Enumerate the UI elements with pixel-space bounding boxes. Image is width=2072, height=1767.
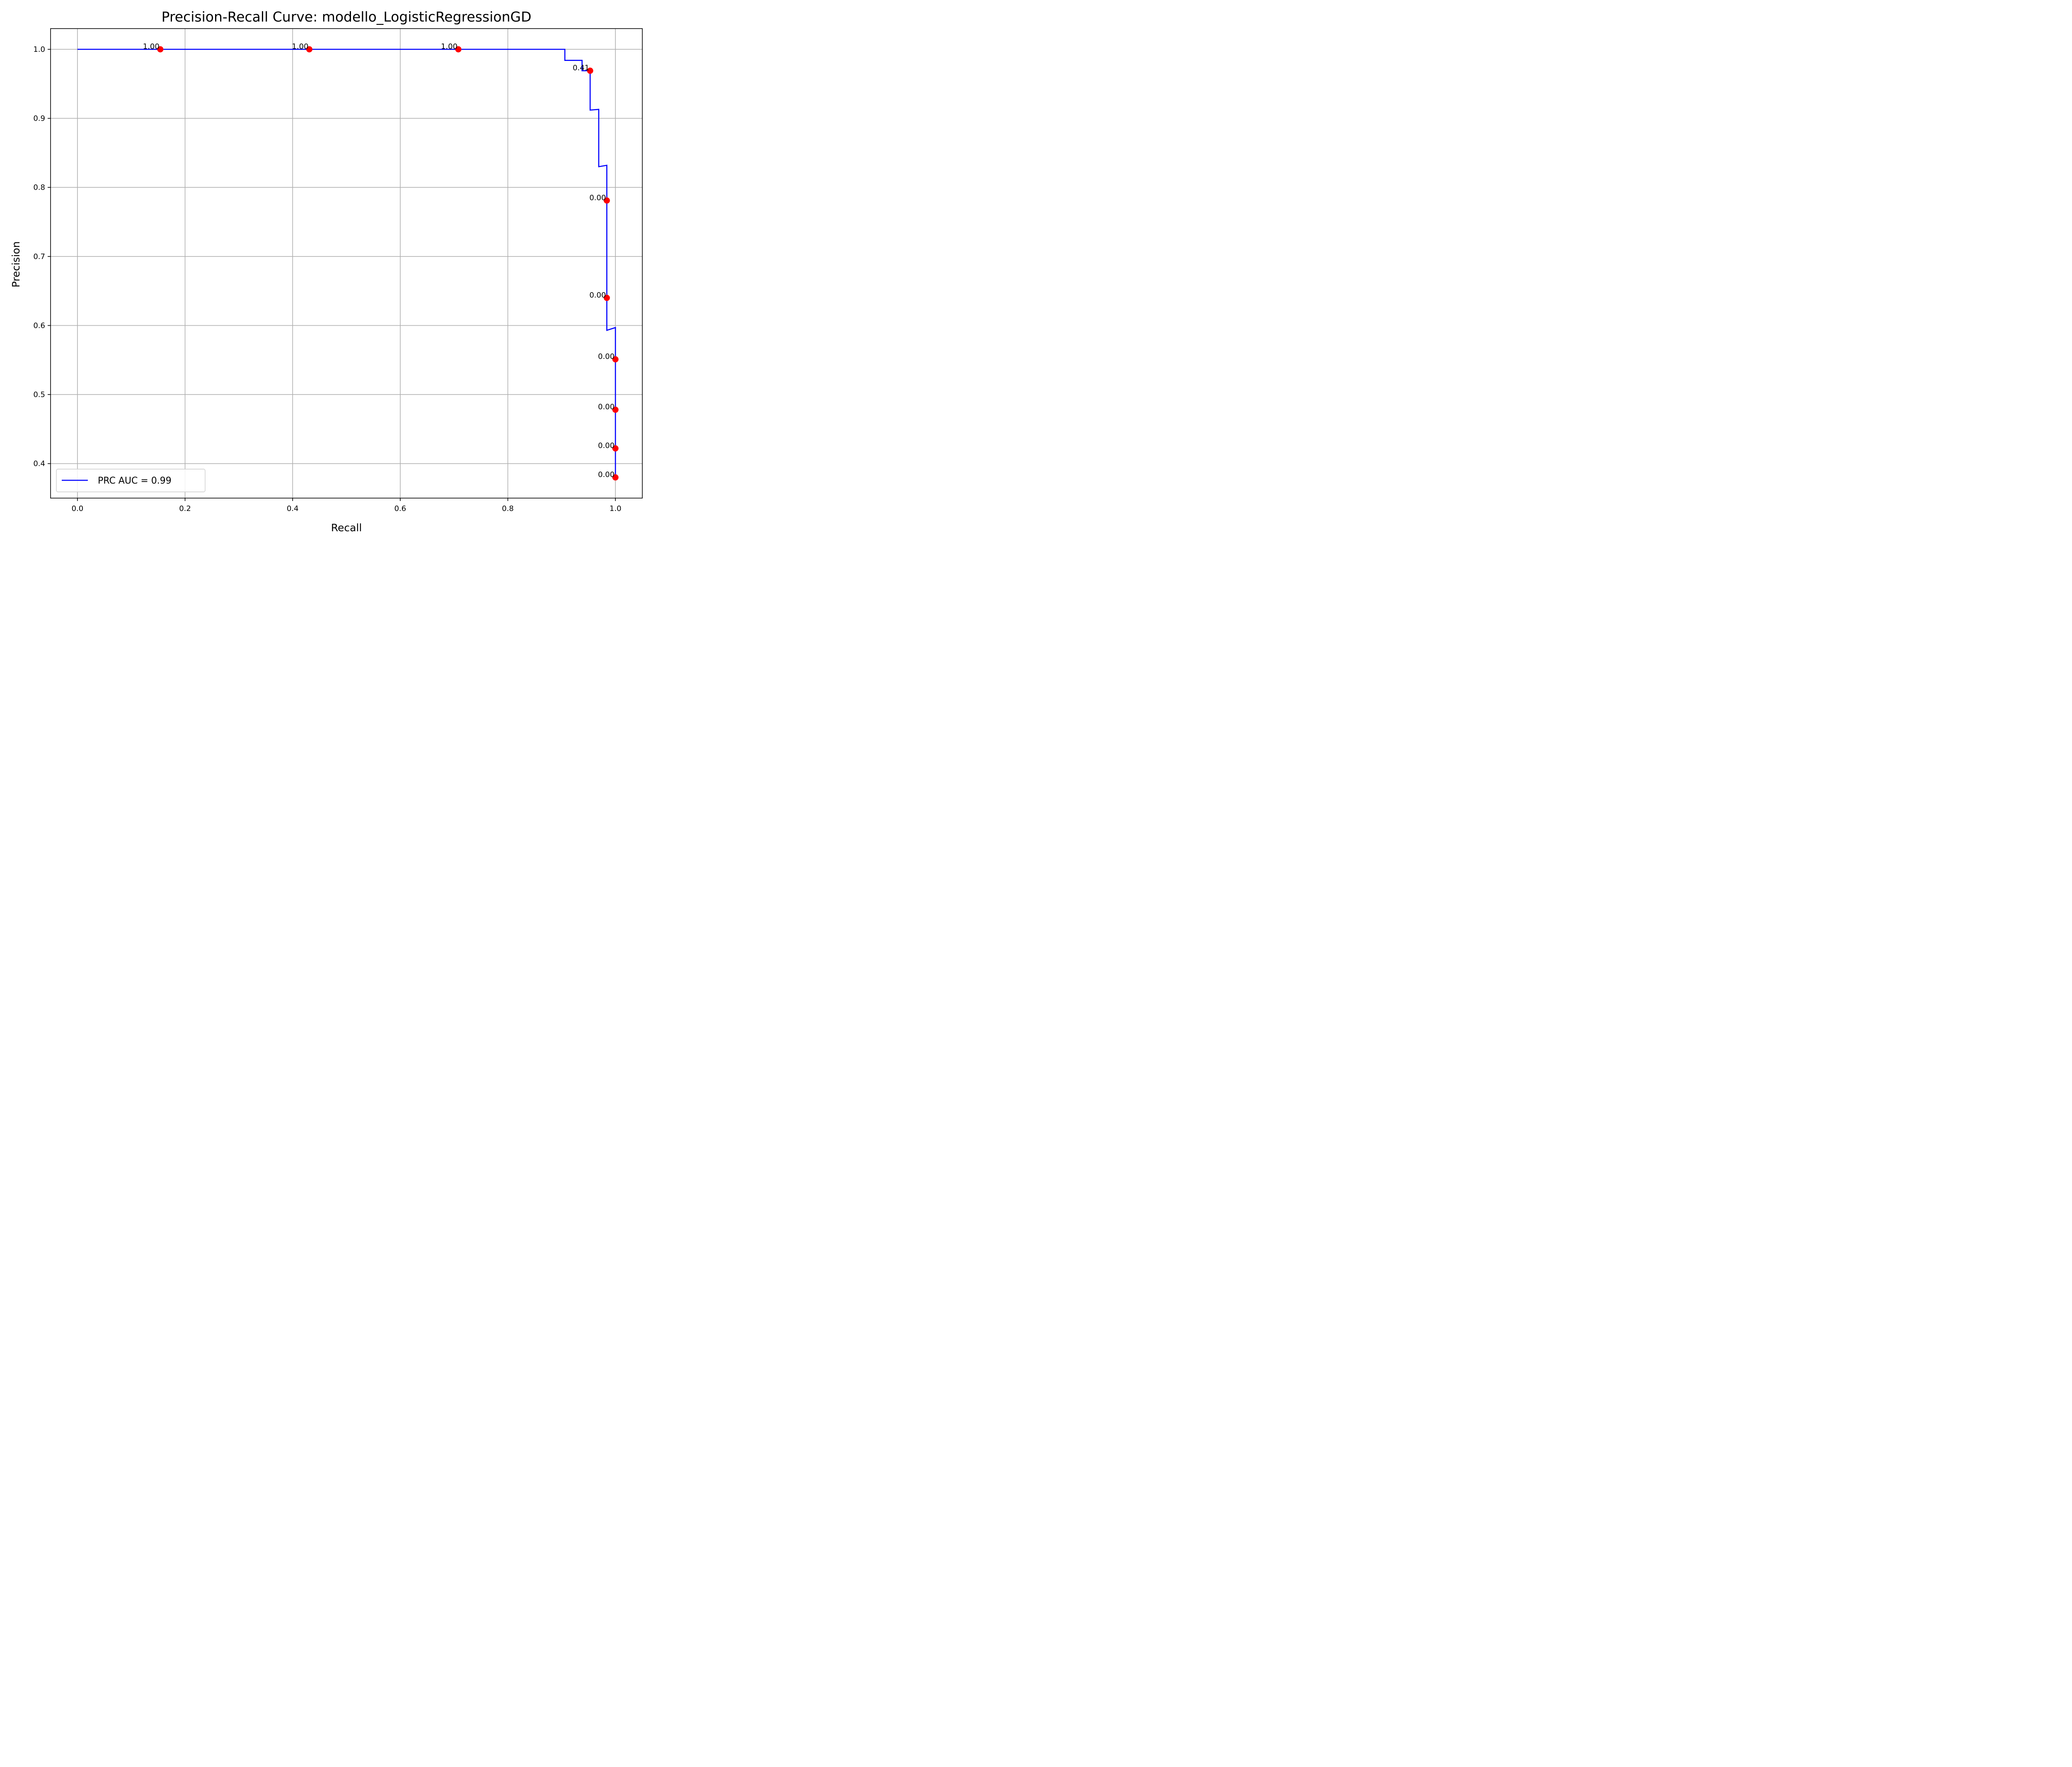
x-tick-label: 0.0 (72, 504, 84, 513)
legend-box (56, 469, 206, 492)
plot-area-background (51, 29, 642, 498)
y-tick-label: 1.0 (33, 45, 45, 54)
series-lines (77, 48, 616, 478)
threshold-point (612, 356, 619, 363)
threshold-point (603, 197, 610, 204)
x-tick-label: 0.4 (287, 504, 299, 513)
y-tick-label: 0.4 (33, 460, 45, 468)
y-axis-ticks: 0.4 0.5 0.6 0.7 0.8 0.9 1.0 (33, 45, 51, 468)
threshold-point-label: 1.00 (441, 42, 457, 51)
threshold-point-label: 0.00 (598, 352, 615, 361)
y-tick-label: 0.6 (33, 321, 45, 330)
grid (51, 29, 642, 498)
threshold-point (612, 445, 619, 452)
threshold-point-label: 1.00 (292, 42, 308, 51)
pr-curve-chart: 1.00 1.00 1.000.410.000.000.000.000.000.00… (0, 0, 650, 542)
chart: 1.00 1.00 1.00 0.41 0.00 0.00 0.00 0.00 0.00 0.00… (0, 0, 650, 542)
chart-title: Precision-Recall Curve: modello_Logistic… (162, 9, 532, 25)
legend: PRC AUC = 0.99 (56, 469, 206, 492)
plot-frame (50, 28, 643, 499)
x-axis-ticks: 0.0 0.2 0.4 0.6 0.8 1.0 (72, 498, 622, 513)
threshold-point (157, 46, 164, 53)
y-tick-label: 0.7 (33, 252, 45, 261)
x-tick-label: 0.6 (394, 504, 406, 513)
threshold-point-label: 0.00 (598, 403, 615, 411)
y-tick-label: 0.8 (33, 183, 45, 192)
y-axis-label: Precision (10, 241, 22, 288)
legend-entry-label: PRC AUC = 0.99 (98, 476, 172, 486)
threshold-point (612, 474, 619, 481)
x-tick-label: 0.2 (179, 504, 191, 513)
y-tick-label: 0.5 (33, 390, 45, 399)
threshold-point (603, 295, 610, 301)
pr-curve-line (77, 48, 616, 478)
x-tick-label: 0.8 (502, 504, 514, 513)
threshold-point (612, 407, 619, 413)
threshold-point (306, 46, 312, 53)
threshold-point (455, 46, 462, 53)
threshold-labels: 1.00 1.00 1.00 0.41 0.00 0.00 0.00 0.00 0.00 0.00 (143, 42, 615, 479)
threshold-point-label: 0.41 (573, 64, 589, 73)
threshold-point (587, 68, 593, 74)
x-tick-label: 1.0 (610, 504, 622, 513)
threshold-point-label: 0.00 (598, 470, 615, 479)
threshold-points (157, 46, 619, 481)
threshold-point-label: 0.00 (598, 441, 615, 450)
x-axis-label: Recall (331, 522, 362, 534)
y-tick-label: 0.9 (33, 114, 45, 123)
threshold-point-label: 0.00 (589, 291, 606, 300)
threshold-point-label: 0.00 (589, 194, 606, 202)
threshold-point-label: 1.00 (143, 42, 160, 51)
